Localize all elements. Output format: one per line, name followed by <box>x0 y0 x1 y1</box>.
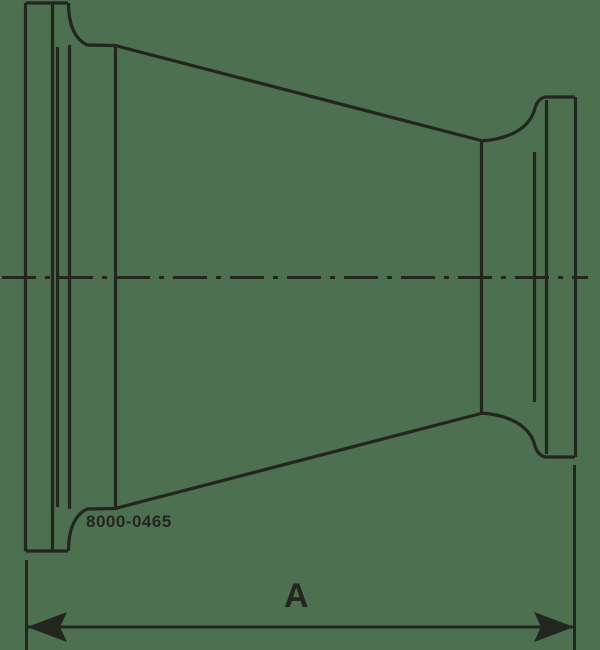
part-number-label: 8000-0465 <box>86 512 172 531</box>
dimension-a-label: A <box>284 577 309 615</box>
reducer-outline-lower <box>23 277 578 553</box>
right-flange-profile-lower <box>480 411 575 459</box>
right-flange-profile-upper <box>480 95 575 143</box>
dimension-a-group <box>25 465 576 650</box>
dimension-arrow-right <box>534 612 574 642</box>
left-neck-profile-lower <box>66 411 482 552</box>
left-neck-profile-upper <box>66 2 482 143</box>
dimension-arrow-left <box>27 612 67 642</box>
reducer-outline-upper <box>23 1 578 277</box>
